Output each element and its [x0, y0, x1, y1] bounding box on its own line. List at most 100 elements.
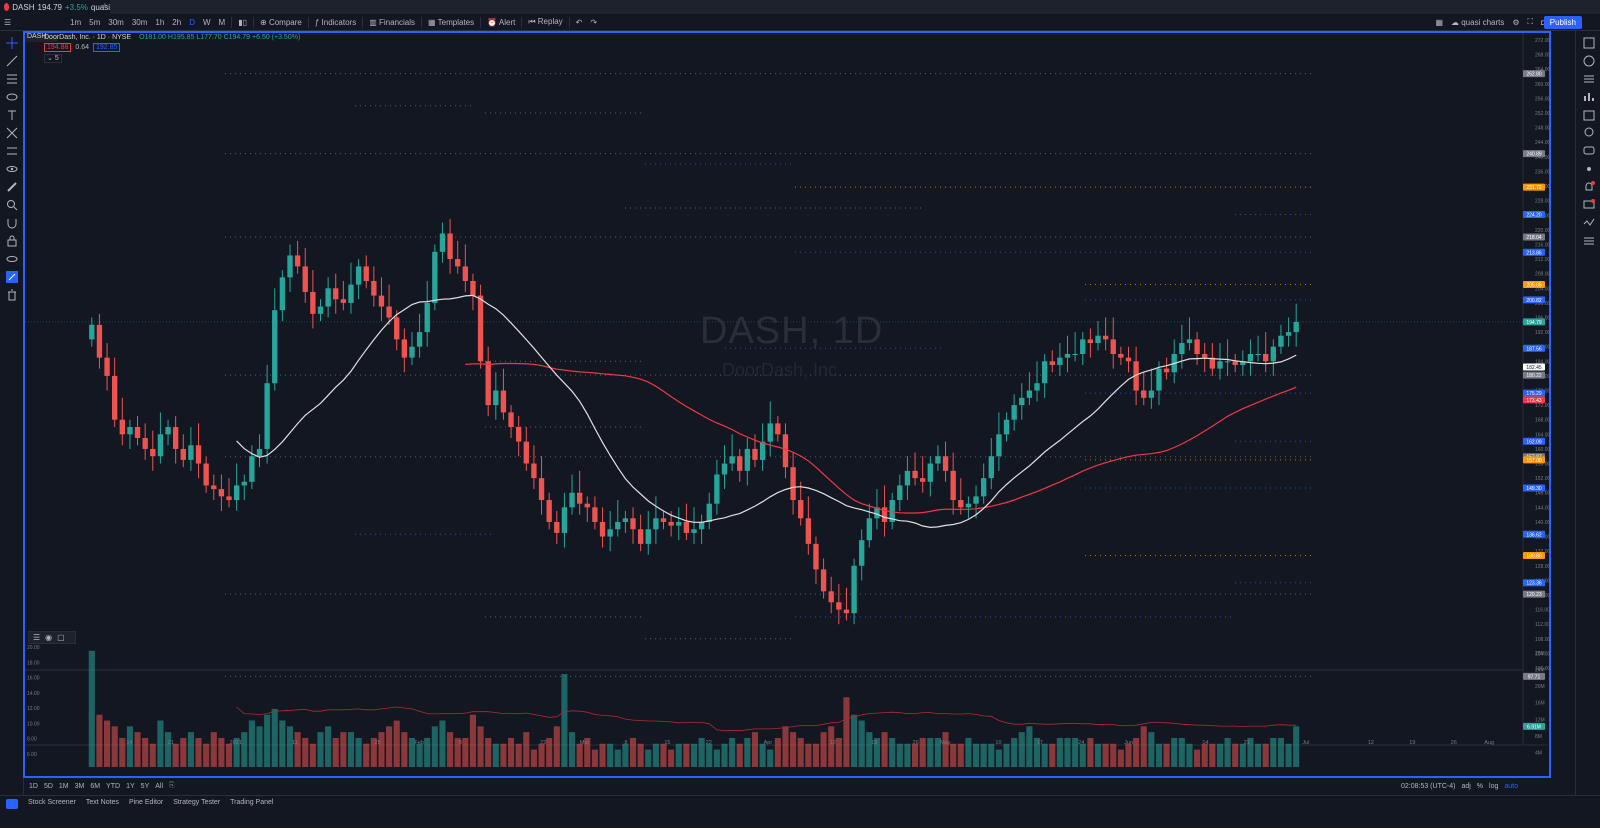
alert-button[interactable]: ⏰ Alert	[487, 17, 516, 27]
volume-bar[interactable]	[1239, 743, 1246, 767]
volume-bar[interactable]	[157, 720, 164, 767]
candle-body[interactable]	[1293, 321, 1299, 333]
volume-bar[interactable]	[645, 749, 652, 767]
volume-bar[interactable]	[1224, 737, 1231, 767]
volume-bar[interactable]	[317, 732, 324, 767]
volume-bar[interactable]	[378, 732, 385, 767]
interval-30m[interactable]: 30m	[108, 17, 124, 27]
volume-bar[interactable]	[1094, 743, 1102, 767]
volume-bar[interactable]	[1072, 737, 1079, 767]
volume-bar[interactable]	[1041, 743, 1048, 767]
volume-bar[interactable]	[1171, 737, 1178, 767]
candle-body[interactable]	[500, 390, 507, 413]
candle-body[interactable]	[798, 500, 804, 519]
volume-bar[interactable]	[805, 743, 812, 767]
volume-bar[interactable]	[271, 708, 278, 767]
candle-body[interactable]	[195, 445, 202, 464]
fib-icon[interactable]	[6, 73, 18, 85]
volume-bar[interactable]	[546, 737, 553, 767]
candle-body[interactable]	[272, 310, 278, 384]
candle-body[interactable]	[89, 324, 95, 340]
candle-body[interactable]	[912, 470, 918, 479]
candle-body[interactable]	[439, 233, 446, 252]
candle-body[interactable]	[1057, 357, 1063, 365]
volume-bar[interactable]	[1270, 737, 1277, 767]
volume-bar[interactable]	[370, 737, 377, 767]
volume-bar[interactable]	[675, 743, 682, 767]
volume-bar[interactable]	[363, 743, 370, 767]
volume-bar[interactable]	[683, 743, 690, 767]
volume-bar[interactable]	[622, 743, 629, 767]
candle-body[interactable]	[592, 507, 598, 522]
volume-bar[interactable]	[751, 732, 759, 767]
candle-body[interactable]	[157, 434, 164, 457]
candle-body[interactable]	[1102, 335, 1109, 340]
candle-body[interactable]	[820, 569, 827, 592]
candle-body[interactable]	[752, 448, 758, 460]
brush-icon[interactable]	[6, 91, 18, 103]
volume-bar[interactable]	[820, 732, 827, 767]
candle-body[interactable]	[218, 489, 225, 497]
volume-bar[interactable]	[500, 743, 507, 767]
volume-bar[interactable]	[515, 743, 522, 767]
candle-body[interactable]	[96, 324, 103, 358]
volume-bar[interactable]	[782, 726, 789, 767]
candle-body[interactable]	[1285, 332, 1292, 336]
volume-bar[interactable]	[256, 726, 263, 767]
volume-bar[interactable]	[698, 737, 705, 767]
candle-body[interactable]	[1049, 361, 1055, 365]
redo-icon[interactable]: ↷	[590, 17, 598, 27]
candle-body[interactable]	[1240, 361, 1246, 365]
volume-bar[interactable]	[721, 743, 728, 767]
candle-body[interactable]	[1034, 383, 1040, 391]
volume-bar[interactable]	[1026, 726, 1033, 767]
candle-body[interactable]	[363, 266, 369, 281]
candle-body[interactable]	[973, 496, 979, 504]
candle-body[interactable]	[645, 529, 651, 544]
chart-pane[interactable]	[23, 31, 1551, 778]
interval-1m[interactable]: 1m	[70, 17, 82, 27]
volume-bar[interactable]	[309, 743, 316, 767]
clock-readout[interactable]: 02:08:53 (UTC-4)	[1400, 782, 1456, 790]
volume-bar[interactable]	[927, 737, 934, 767]
volume-bar[interactable]	[660, 743, 667, 767]
financials-button[interactable]: ▥ Financials	[369, 17, 416, 27]
volume-bar[interactable]	[1140, 726, 1147, 767]
volume-bar[interactable]	[462, 737, 469, 767]
volume-bar[interactable]	[172, 743, 179, 767]
candle-body[interactable]	[1217, 361, 1223, 369]
candle-body[interactable]	[782, 434, 789, 468]
sell-price-button[interactable]: 194.88	[44, 43, 72, 52]
hotlist-icon[interactable]	[1583, 91, 1595, 103]
candle-body[interactable]	[805, 518, 812, 544]
candle-body[interactable]	[843, 609, 850, 614]
calendar-icon[interactable]	[1583, 109, 1595, 121]
goto-date-icon[interactable]: ⎘	[169, 782, 175, 789]
candle-body[interactable]	[660, 518, 667, 522]
candle-body[interactable]	[1263, 354, 1269, 362]
volume-bar[interactable]	[553, 726, 560, 767]
volume-bar[interactable]	[469, 714, 476, 767]
volume-bar[interactable]	[286, 726, 294, 767]
volume-bar[interactable]	[1232, 743, 1239, 767]
volume-bar[interactable]	[1079, 743, 1086, 767]
candle-body[interactable]	[409, 346, 415, 358]
trend-line-icon[interactable]	[6, 55, 18, 67]
volume-bar[interactable]	[706, 743, 713, 767]
tab-trading-panel[interactable]: Trading Panel	[230, 799, 274, 806]
volume-bar[interactable]	[607, 743, 614, 767]
volume-bar[interactable]	[485, 737, 492, 767]
candle-body[interactable]	[424, 302, 430, 333]
candle-body[interactable]	[455, 259, 461, 267]
messages-icon[interactable]	[1583, 199, 1595, 211]
candle-body[interactable]	[546, 500, 552, 522]
volume-bar[interactable]	[561, 674, 568, 767]
volume-bar[interactable]	[1209, 743, 1216, 767]
volume-bar[interactable]	[111, 726, 118, 767]
candle-body[interactable]	[1278, 335, 1284, 347]
volume-bar[interactable]	[1102, 743, 1109, 767]
volume-bar[interactable]	[233, 737, 240, 767]
candle-body[interactable]	[668, 521, 674, 526]
volume-bar[interactable]	[180, 737, 187, 767]
tab-stock-screener[interactable]: Stock Screener	[28, 799, 76, 806]
